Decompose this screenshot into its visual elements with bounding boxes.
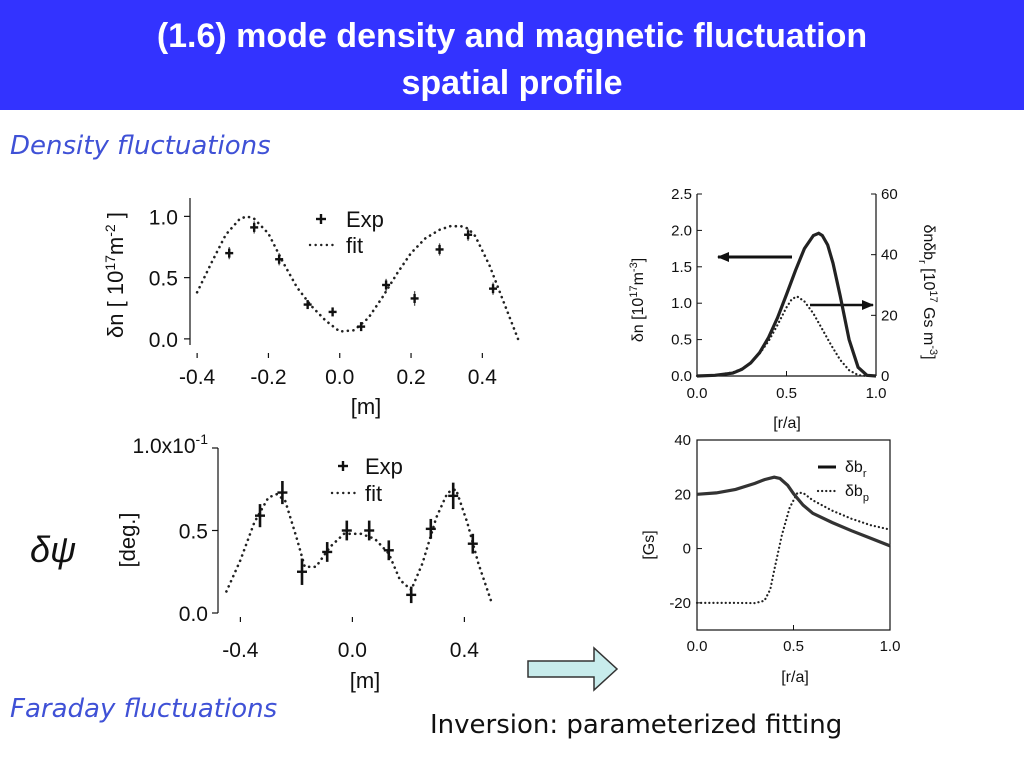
chart1-legend-exp-label: Exp	[346, 207, 384, 232]
chart1-legend-fit-label: fit	[346, 233, 363, 258]
chart4-legend-dbp-label: δbp	[845, 483, 869, 504]
chart1-ytick-label-0: 0.0	[149, 329, 178, 352]
chart4-xtick-label-1: 0.5	[783, 638, 804, 655]
chart4-ytick-label-3: 40	[674, 432, 691, 449]
chart1-ytick-label-2: 1.0	[149, 206, 178, 229]
chart3-ytick-left-label-2: 1.0	[671, 295, 692, 312]
chart2-xtick-label-1: 0.0	[338, 639, 367, 662]
delta-psi-symbol: δψ	[30, 529, 76, 570]
chart3-ylabel-right: δnδbr [1017 Gs m-3]	[916, 224, 939, 359]
chart4-xlabel: [r/a]	[781, 669, 809, 686]
chart1-ylabel: δn [ 1017m-2 ]	[102, 212, 128, 338]
chart3-xtick-label-0: 0.0	[687, 385, 708, 402]
chart3-ytick-left-label-1: 0.5	[671, 332, 692, 349]
chart3-density-solid-line	[696, 231, 877, 378]
chart2-fit-line	[225, 487, 494, 607]
chart2-xlabel: [m]	[350, 668, 381, 693]
chart3-ytick-right-label-2: 40	[881, 247, 898, 264]
chart4-dbr-solid-line	[696, 475, 891, 548]
chart3-ytick-left-label-5: 2.5	[671, 186, 692, 203]
chart1-xtick-label-3: 0.2	[396, 366, 425, 389]
chart4-ytick-label-2: 20	[674, 486, 691, 503]
slide-title-line2: spatial profile	[401, 64, 623, 102]
chart3-ytick-right-label-1: 20	[881, 307, 898, 324]
chart4-ylabel: [Gs]	[641, 530, 658, 559]
faraday-fluctuations-heading: Faraday fluctuations	[10, 694, 278, 724]
chart2-ytick-label-2: 1.0x10-1	[132, 431, 208, 458]
chart2-xtick-label-0: -0.4	[222, 639, 259, 662]
chart1-xtick-label-4: 0.4	[468, 366, 498, 389]
chart3-xlabel: [r/a]	[773, 415, 801, 432]
chart2-legend-fit-label: fit	[365, 481, 382, 506]
chart1-xtick-label-0: -0.4	[179, 366, 216, 389]
chart4-dbp-dotted-line	[695, 491, 892, 605]
inversion-caption: Inversion: parameterized fitting	[430, 710, 843, 740]
density-fluctuations-heading: Density fluctuations	[10, 131, 271, 161]
chart1-xtick-label-1: -0.2	[250, 366, 286, 389]
chart2-ytick-label-1: 0.5	[179, 521, 208, 544]
block-arrow	[527, 646, 619, 692]
chart1-xtick-label-2: 0.0	[325, 366, 354, 389]
chart3-ylabel-left: δn [1017m-3]	[628, 258, 647, 342]
chart2-ylabel: [deg.]	[115, 512, 140, 567]
chart1-xlabel: [m]	[351, 394, 382, 419]
chart4-ytick-label-0: -20	[669, 595, 691, 612]
title-bar: (1.6) mode density and magnetic fluctuat…	[0, 0, 1024, 110]
chart4-xtick-label-2: 1.0	[880, 638, 901, 655]
chart4-ytick-label-1: 0	[683, 541, 691, 558]
chart2-legend-exp-label: Exp	[365, 454, 403, 479]
chart2-xtick-label-2: 0.4	[450, 639, 480, 662]
chart2-ytick-label-0: 0.0	[179, 603, 208, 626]
chart1-ytick-label-1: 0.5	[149, 268, 178, 291]
chart4-legend-dbr-label: δbr	[845, 459, 867, 480]
chart3-ytick-right-label-0: 0	[881, 368, 889, 385]
chart3-ytick-left-label-0: 0.0	[671, 368, 692, 385]
chart3-ytick-left-label-4: 2.0	[671, 222, 692, 239]
chart3-ytick-left-label-3: 1.5	[671, 259, 692, 276]
chart3-ytick-right-label-3: 60	[881, 186, 898, 203]
chart4-xtick-label-0: 0.0	[687, 638, 708, 655]
chart3-xtick-label-1: 0.5	[776, 385, 797, 402]
slide-title-line1: (1.6) mode density and magnetic fluctuat…	[156, 17, 868, 55]
chart3-xtick-label-2: 1.0	[866, 385, 887, 402]
